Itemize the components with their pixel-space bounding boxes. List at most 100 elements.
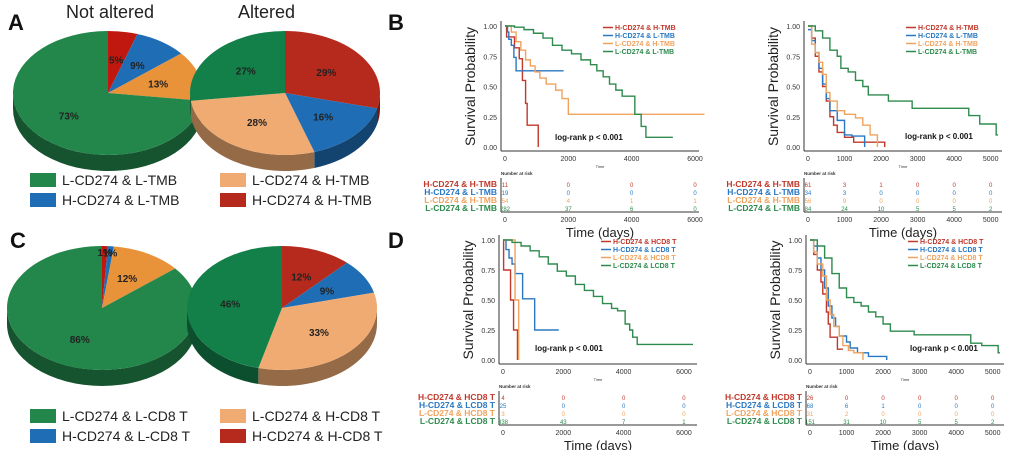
- x-axis-label: Time: [594, 377, 604, 382]
- risk-table-value: 0: [989, 183, 993, 189]
- survival-curve: [810, 239, 864, 360]
- x-tick-label: 2000: [875, 369, 891, 376]
- x-axis-label: Time: [901, 377, 911, 382]
- log-rank-annotation: log-rank p < 0.001: [535, 344, 603, 353]
- pie-slice-label: 46%: [220, 300, 240, 311]
- panel-label-c: C: [10, 228, 26, 253]
- risk-table-value: 26: [807, 396, 814, 402]
- y-tick-label: 1.00: [786, 24, 800, 31]
- risk-table-x-tick: 3000: [912, 430, 928, 437]
- legend-swatch: [30, 173, 56, 187]
- pie-slice-side: [314, 108, 378, 168]
- km-legend-label: L-CD274 & L-TMB: [918, 49, 977, 56]
- legend-swatch: [30, 193, 56, 207]
- risk-table-value: 338: [498, 420, 509, 426]
- legend-label: L-CD274 & L-CD8 T: [62, 408, 188, 424]
- survival-curve: [502, 239, 519, 360]
- km-legend-label: L-CD274 & H-TMB: [615, 41, 675, 48]
- risk-table-value: 2: [845, 412, 849, 418]
- survival-curve: [505, 25, 539, 147]
- pie-slice-label: 12%: [291, 272, 311, 283]
- risk-table-x-label: Time (days): [869, 225, 937, 240]
- risk-table-row-label: H-CD274 & H-TMB: [726, 179, 800, 189]
- x-tick-label: 2000: [561, 156, 577, 163]
- x-tick-label: 1000: [839, 369, 855, 376]
- pie-slice: [282, 262, 375, 308]
- pie-slice: [7, 246, 197, 370]
- pie-slice-label: 86%: [70, 335, 90, 346]
- km-plot-b-left: 0.000.250.500.751.000 2000 4000 6000TimeSur…: [423, 21, 705, 240]
- risk-table-title: Number at risk: [806, 384, 838, 389]
- pie-slice-label: 1%: [103, 248, 118, 259]
- pie-slice-label: 13%: [148, 79, 168, 90]
- pie-chart-a-not-altered: 5% 9%13% 73%: [13, 31, 203, 172]
- risk-table-value: 0: [918, 412, 922, 418]
- risk-table-value: 0: [952, 199, 956, 205]
- risk-table-value: 0: [991, 396, 995, 402]
- risk-table-x-tick: 0: [808, 430, 812, 437]
- y-tick-label: 0.00: [786, 145, 800, 152]
- pie-slice-label: 9%: [130, 61, 145, 72]
- risk-table-value: 4: [567, 199, 571, 205]
- risk-table-value: 0: [562, 412, 566, 418]
- risk-table-x-label: Time (days): [566, 225, 634, 240]
- risk-table-value: 0: [622, 412, 626, 418]
- risk-table-value: 0: [916, 191, 920, 197]
- risk-table-value: 1: [682, 420, 686, 426]
- risk-table-row-label: L-CD274 & L-TMB: [425, 203, 497, 213]
- log-rank-annotation: log-rank p < 0.001: [905, 132, 973, 141]
- x-tick-label: 6000: [687, 156, 703, 163]
- risk-table-value: 0: [682, 396, 686, 402]
- pie-slice-label: 5%: [109, 55, 124, 66]
- risk-table-value: 0: [879, 191, 883, 197]
- risk-table-x-tick: 6000: [687, 217, 703, 224]
- log-rank-annotation: log-rank p < 0.001: [910, 344, 978, 353]
- km-legend-label: H-CD274 & H-TMB: [615, 25, 676, 32]
- survival-curve: [808, 25, 886, 147]
- risk-table-x-tick: 2000: [556, 430, 572, 437]
- risk-table-value: 0: [630, 183, 634, 189]
- y-tick-label: 0.25: [481, 328, 495, 335]
- legend-swatch: [220, 429, 246, 443]
- km-legend-label: H-CD274 & LCD8 T: [613, 247, 676, 254]
- risk-table-value: 9: [843, 199, 847, 205]
- risk-table-row-label: H-CD274 & HCD8 T: [725, 392, 803, 402]
- risk-table-x-tick: 2000: [873, 217, 889, 224]
- pie-slice: [13, 31, 203, 155]
- survival-curve: [808, 25, 879, 147]
- pie-slice: [108, 34, 182, 93]
- x-tick-label: 4000: [616, 369, 632, 376]
- legend-item: H-CD274 & L-TMB: [30, 192, 179, 208]
- km-plot-d-left: 0.000.250.500.751.000 2000 4000 6000TimeSur…: [418, 235, 697, 450]
- legend-label: L-CD274 & H-CD8 T: [252, 408, 381, 424]
- x-axis-label: Time: [596, 164, 606, 169]
- pie-slice: [108, 31, 138, 93]
- pie-slice-label: 27%: [236, 66, 256, 77]
- legend-item: H-CD274 & L-CD8 T: [30, 428, 190, 444]
- pie-slice: [102, 246, 108, 308]
- pie-slice: [190, 31, 285, 101]
- risk-table-value: 6: [630, 207, 634, 213]
- risk-table-value: 19: [502, 191, 509, 197]
- risk-table-row-label: L-CD274 & HCD8 T: [419, 408, 496, 418]
- risk-table-row-label: H-CD274 & LCD8 T: [419, 400, 496, 410]
- risk-table-value: 5: [918, 420, 922, 426]
- km-legend-label: H-CD274 & L-TMB: [615, 33, 675, 40]
- y-tick-label: 0.50: [483, 85, 497, 92]
- y-tick-label: 0.50: [481, 298, 495, 305]
- pie-slice: [285, 31, 380, 109]
- risk-table-value: 0: [881, 412, 885, 418]
- km-plot-d-right: 0.000.250.500.751.000 1000 2000 3000 4000 500…: [725, 235, 1004, 450]
- risk-table-value: 34: [805, 191, 812, 197]
- pie-slice-side: [258, 308, 377, 386]
- risk-table-x-tick: 3000: [910, 217, 926, 224]
- legend-swatch: [220, 173, 246, 187]
- risk-table-value: 56: [805, 199, 812, 205]
- risk-table-value: 43: [560, 420, 567, 426]
- pie-slice: [102, 246, 114, 308]
- risk-table-value: 1: [693, 199, 697, 205]
- y-tick-label: 0.00: [481, 358, 495, 365]
- x-tick-label: 3000: [912, 369, 928, 376]
- risk-table-x-tick: 5000: [983, 217, 999, 224]
- risk-table-row-label: L-CD274 & H-TMB: [424, 195, 497, 205]
